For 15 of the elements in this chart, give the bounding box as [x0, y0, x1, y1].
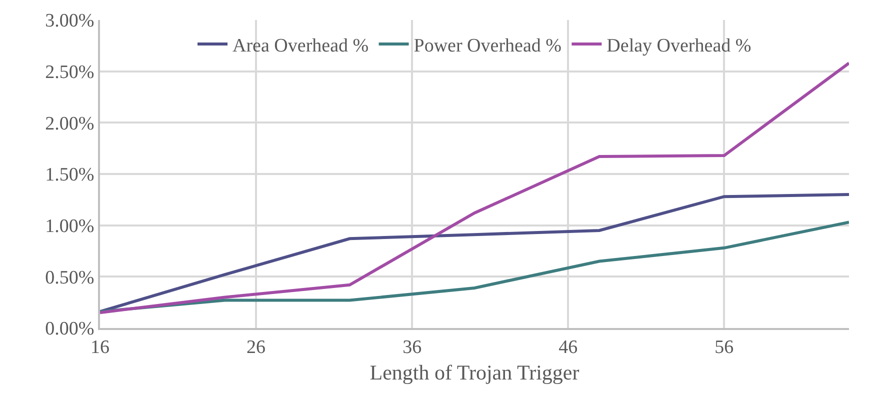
- x-tick-label: 46: [558, 336, 578, 358]
- y-tick-label: 2.00%: [45, 113, 94, 134]
- legend-label: Delay Overhead %: [606, 35, 752, 56]
- x-tick-label: 36: [402, 336, 422, 358]
- y-tick-label: 1.00%: [45, 216, 94, 237]
- y-tick-label: 2.50%: [45, 62, 94, 83]
- y-tick-label: 0.50%: [45, 267, 94, 288]
- y-tick-label: 3.00%: [45, 10, 94, 32]
- legend-label: Power Overhead %: [414, 35, 562, 56]
- x-axis-title: Length of Trojan Trigger: [370, 360, 580, 384]
- y-tick-label: 1.50%: [45, 164, 94, 186]
- line-series: [100, 62, 849, 314]
- x-tick-label: 56: [714, 336, 734, 358]
- legend-label: Area Overhead %: [232, 35, 369, 56]
- x-tick-label: 26: [246, 336, 266, 358]
